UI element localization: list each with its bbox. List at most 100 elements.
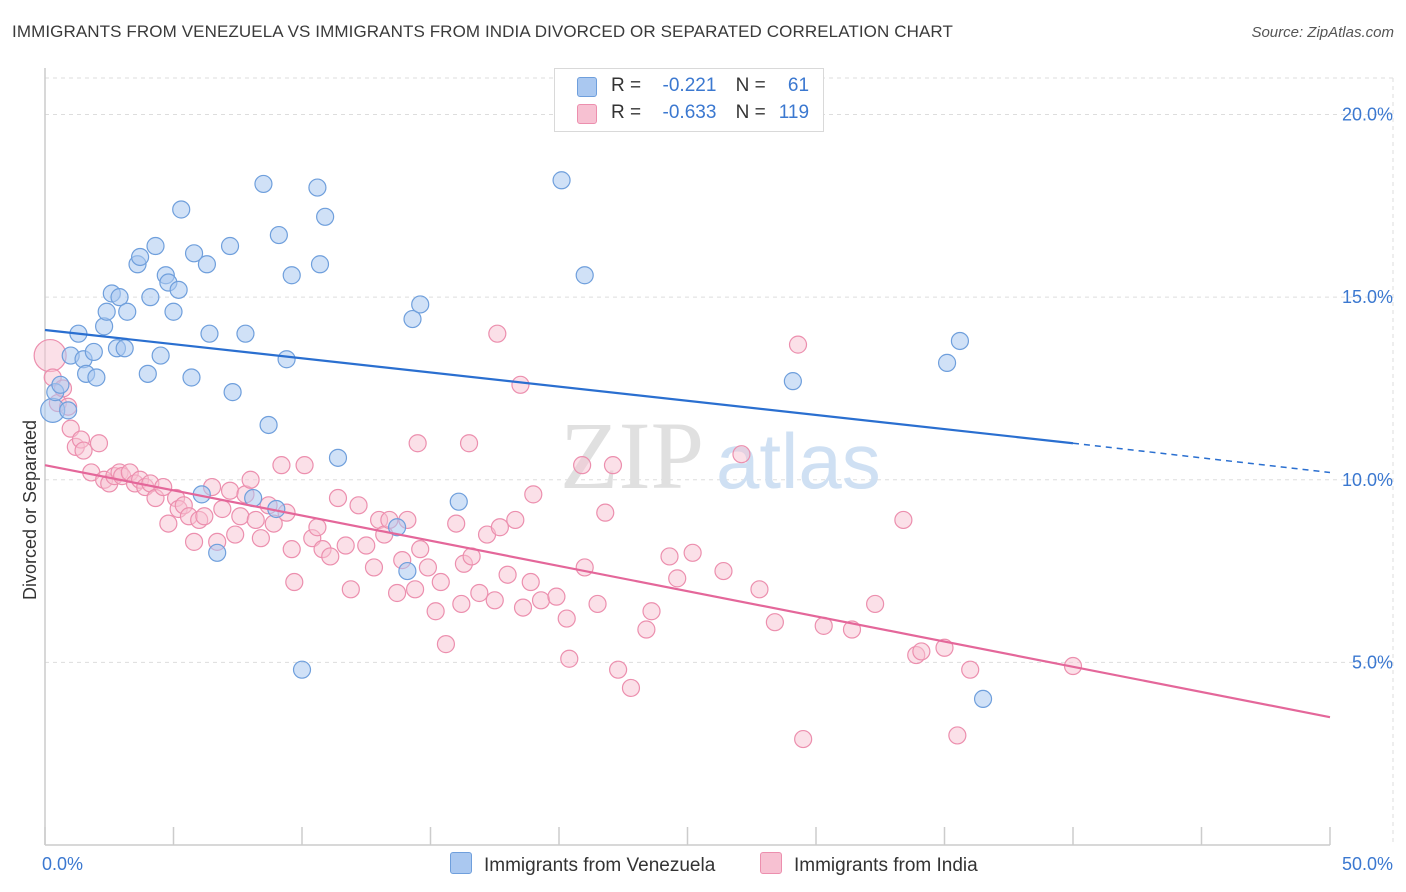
india-point <box>74 441 93 460</box>
india-point <box>732 445 751 464</box>
y-tick-label: 20.0% <box>1342 105 1393 125</box>
india-point <box>794 729 813 749</box>
venezuela-point <box>172 200 191 219</box>
x-tick-label-start: 0.0% <box>42 854 83 874</box>
india-point <box>894 510 913 530</box>
venezuela-point <box>282 266 301 285</box>
india-point <box>408 434 427 453</box>
venezuela-point <box>84 342 103 362</box>
venezuela-point <box>387 518 407 537</box>
india-point <box>521 572 540 592</box>
india-point <box>948 726 967 745</box>
venezuela-point <box>310 255 330 274</box>
india-point <box>295 456 314 475</box>
venezuela-trend-extension <box>1072 442 1331 474</box>
venezuela-point <box>138 364 157 383</box>
venezuela-point <box>164 302 183 321</box>
india-point <box>660 547 679 566</box>
india-point <box>447 514 466 533</box>
venezuela-point <box>449 492 468 511</box>
india-point <box>418 558 438 577</box>
venezuela-point <box>292 660 312 679</box>
venezuela-point <box>254 174 273 194</box>
stats-legend: R = -0.221 N = 61 R = -0.633 N = 119 <box>554 68 824 132</box>
venezuela-legend-swatch <box>450 852 472 874</box>
india-point <box>788 335 808 354</box>
india-point <box>364 558 384 577</box>
india-point <box>490 518 509 537</box>
y-tick-label: 5.0% <box>1352 652 1393 672</box>
india-trend-line <box>44 464 1331 719</box>
india-point <box>531 591 551 610</box>
india-point <box>637 620 656 639</box>
n-value-venezuela: 61 <box>787 75 810 96</box>
india-point <box>498 565 517 584</box>
venezuela-point <box>973 689 993 709</box>
india-point <box>436 635 456 654</box>
venezuela-legend-label: Immigrants from Venezuela <box>484 855 716 876</box>
india-legend-swatch <box>760 852 782 874</box>
india-point <box>387 583 407 603</box>
venezuela-point <box>197 255 217 274</box>
india-point <box>184 532 204 551</box>
trend-lines <box>44 328 1331 719</box>
venezuela-point <box>59 401 78 420</box>
india-point <box>349 496 368 515</box>
india-point <box>308 518 327 537</box>
india-swatch <box>577 104 597 124</box>
venezuela-point <box>182 368 201 387</box>
india-point <box>241 470 260 489</box>
india-point <box>596 503 615 522</box>
india-point <box>411 540 430 559</box>
y-axis-label-wrap: Divorced or Separated <box>20 420 40 600</box>
india-point <box>866 594 885 614</box>
r-label: R = <box>611 75 642 96</box>
india-point <box>321 547 340 566</box>
venezuela-point <box>97 302 116 321</box>
india-point <box>357 536 376 555</box>
venezuela-point <box>403 309 422 329</box>
india-point <box>226 525 245 544</box>
venezuela-point <box>146 236 165 256</box>
india-point <box>272 456 291 475</box>
venezuela-point <box>118 302 137 321</box>
n-label: N = <box>735 75 766 96</box>
venezuela-point <box>208 543 227 562</box>
india-point <box>426 602 445 621</box>
india-point <box>511 375 530 394</box>
india-point <box>588 594 607 614</box>
watermark-zip: ZIP <box>560 402 704 509</box>
venezuela-point <box>220 236 240 256</box>
venezuela-point <box>184 244 204 263</box>
venezuela-point <box>316 207 335 226</box>
india-point <box>961 660 980 679</box>
y-axis-label: Divorced or Separated <box>20 420 40 600</box>
venezuela-point <box>783 372 802 391</box>
venezuela-point <box>411 295 430 314</box>
venezuela-point <box>398 561 417 581</box>
india-point <box>282 540 301 559</box>
venezuela-point <box>151 346 170 365</box>
india-point <box>246 510 265 530</box>
venezuela-point <box>259 415 278 435</box>
india-point <box>506 510 525 530</box>
venezuela-swatch <box>577 77 597 97</box>
india-legend-label: Immigrants from India <box>794 855 978 876</box>
india-point <box>750 580 769 599</box>
india-point <box>621 678 641 698</box>
venezuela-point <box>236 324 255 343</box>
axes <box>44 68 1331 846</box>
r-value-india: -0.633 <box>662 102 717 123</box>
india-point <box>603 456 623 475</box>
india-point <box>668 569 687 588</box>
india-point <box>89 434 109 453</box>
venezuela-point <box>328 448 348 467</box>
india-point <box>557 609 576 628</box>
bottom-legend-venezuela: Immigrants from Venezuela <box>450 852 715 877</box>
india-point <box>488 324 507 343</box>
venezuela-point <box>269 225 288 245</box>
n-value-india: 119 <box>778 102 810 123</box>
india-point <box>935 638 954 657</box>
india-point <box>642 602 661 621</box>
venezuela-point <box>200 324 219 343</box>
